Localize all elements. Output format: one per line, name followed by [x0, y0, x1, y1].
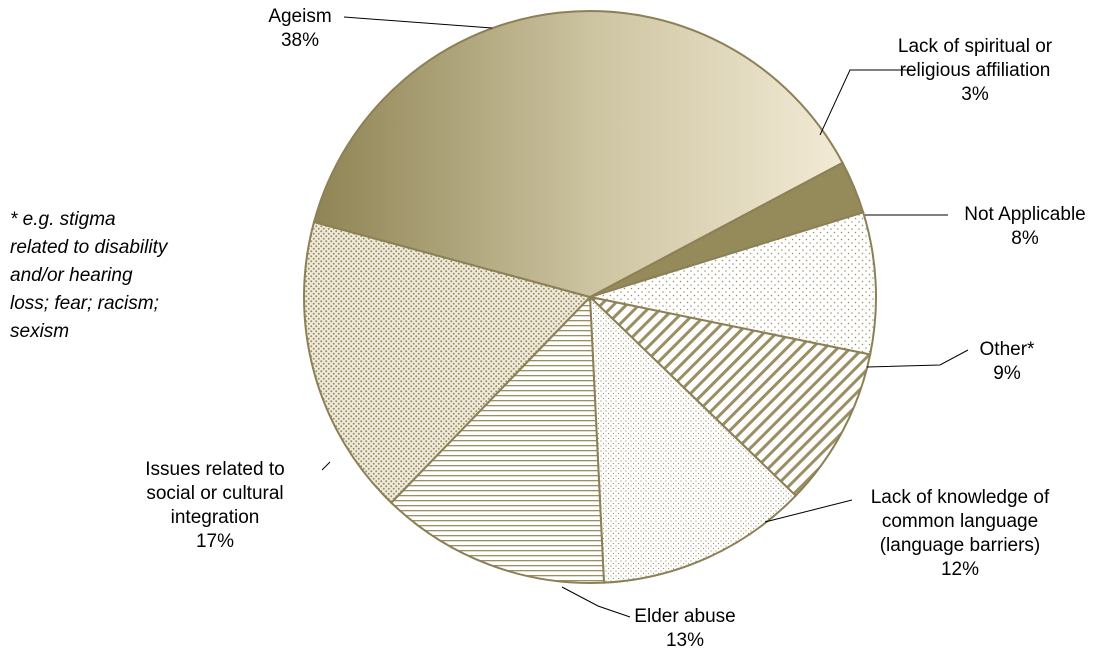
- pie-slice: [312, 10, 844, 299]
- pie-slice: [586, 295, 872, 498]
- slice-label-line: (language barriers): [880, 535, 1041, 556]
- footnote: * e.g. stigma related to disability and/…: [10, 206, 240, 346]
- leader-line: [321, 461, 331, 471]
- slice-percent: 12%: [941, 559, 979, 580]
- slice-label-line: social or cultural: [146, 483, 283, 504]
- slice-percent: 38%: [281, 30, 319, 51]
- slice-label-line: Ageism: [268, 6, 331, 27]
- slice-label: Elder abuse 13%: [634, 606, 735, 651]
- slice-label-line: Lack of knowledge of: [871, 487, 1050, 508]
- slice-label: Ageism 38%: [268, 6, 331, 51]
- footnote-line: loss; fear; racism;: [10, 293, 159, 314]
- slice-label: Issues related to social or cultural integ…: [145, 459, 284, 552]
- pie-slice: [589, 211, 877, 356]
- slice-label: Other* 9%: [980, 339, 1036, 384]
- slice-label-line: integration: [171, 507, 260, 528]
- footnote-line: and/or hearing: [10, 265, 133, 286]
- slice-label-line: Other*: [980, 339, 1036, 360]
- slice-label-line: Elder abuse: [634, 606, 735, 627]
- slice-label-line: Not Applicable: [964, 204, 1085, 225]
- pie-slice: [588, 294, 798, 584]
- leader-line: [866, 349, 969, 368]
- slice-label-line: common language: [882, 511, 1038, 532]
- slice-label-line: Lack of spiritual or: [898, 36, 1053, 57]
- slice-percent: 3%: [961, 84, 989, 105]
- footnote-line: related to disability: [10, 237, 168, 258]
- slice-percent: 9%: [993, 363, 1021, 384]
- leader-line: [343, 16, 493, 29]
- slice-percent: 8%: [1011, 228, 1039, 249]
- pie-slice: [389, 294, 606, 585]
- leader-line: [561, 586, 631, 618]
- footnote-line: * e.g. stigma: [10, 209, 116, 230]
- footnote-line: sexism: [10, 321, 70, 342]
- slice-percent: 13%: [666, 630, 704, 651]
- slice-label-line: Issues related to: [145, 459, 284, 480]
- leader-line: [764, 499, 853, 523]
- slice-label: Not Applicable 8%: [964, 204, 1085, 249]
- leader-line: [819, 69, 912, 136]
- slice-label-line: religious affiliation: [900, 60, 1051, 81]
- slice-label: Lack of spiritual or religious affiliatio…: [898, 36, 1053, 105]
- slice-label: Lack of knowledge of common language (lang…: [871, 487, 1050, 580]
- slice-percent: 17%: [196, 531, 234, 552]
- pie-slice: [303, 220, 592, 505]
